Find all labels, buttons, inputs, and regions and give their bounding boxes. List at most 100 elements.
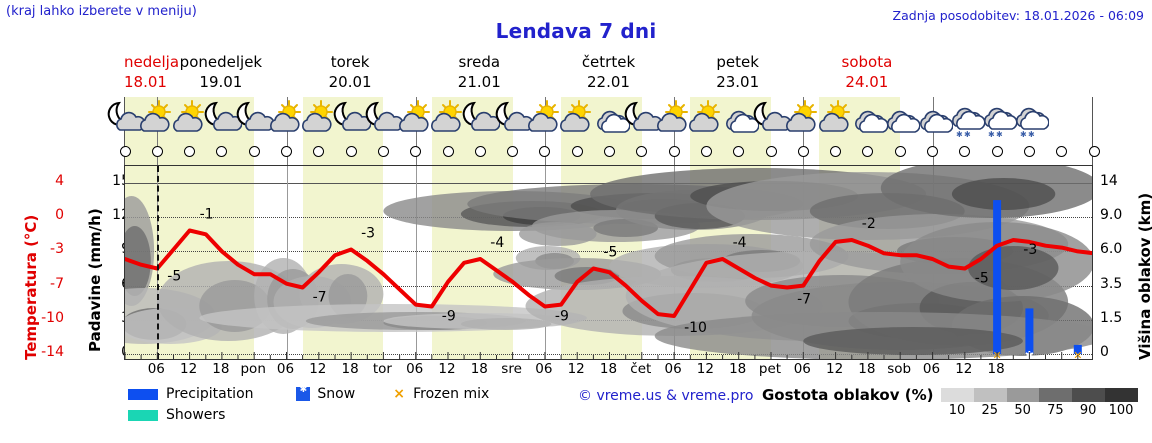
moon-phase-marker [991, 146, 1003, 157]
day-date: 21.01 [457, 73, 501, 91]
moon-phase-marker [959, 146, 971, 157]
axis-tick-label: -7 [50, 275, 64, 292]
cloud-density-title: Gostota oblakov (%) [762, 386, 934, 404]
moon-phase-marker [571, 146, 583, 157]
svg-text:-3: -3 [1023, 242, 1037, 258]
svg-text:-5: -5 [603, 245, 617, 261]
day-name: torek [330, 53, 370, 71]
svg-text:-2: -2 [862, 216, 876, 232]
moon-phase-marker [345, 146, 357, 157]
day-date: 22.01 [587, 73, 630, 91]
moon-phase-marker [281, 146, 292, 157]
day-header-ponedeljek: ponedeljek 19.01 [156, 52, 285, 92]
time-tick-12: 12 [696, 361, 714, 377]
cloud-density-colorbar [941, 388, 1138, 402]
moon-phase-marker [119, 146, 131, 157]
density-tick: 50 [1014, 403, 1031, 418]
time-tick-čet: čet [630, 361, 652, 377]
sun-cloud-icon [170, 99, 210, 143]
time-tick-12: 12 [955, 361, 973, 377]
time-tick-12: 12 [180, 361, 198, 377]
moon-cloud-icon [751, 99, 791, 143]
axis-tick-label: 3.5 [1100, 275, 1123, 292]
copyright[interactable]: © vreme.us & vreme.pro [578, 388, 754, 404]
svg-text:✱: ✱ [1028, 130, 1035, 139]
time-tick-sob: sob [887, 361, 912, 377]
axis-tick-label: 14 [1100, 173, 1118, 189]
moon-phase-marker [377, 146, 389, 157]
time-tick-18: 18 [341, 361, 359, 377]
time-tick-12: 12 [438, 361, 456, 377]
time-tick-tor: tor [372, 361, 392, 377]
moon-phase-marker [1023, 146, 1035, 157]
gridline [125, 251, 1092, 253]
moon-phase-marker [539, 146, 551, 157]
time-tick-18: 18 [470, 361, 488, 377]
day-date: 23.01 [716, 73, 760, 91]
legend-precipitation-label: Precipitation [166, 386, 254, 402]
sun-cloud-icon [525, 99, 565, 143]
cloud-density-ticks: 10 25 50 75 90 100 [941, 403, 1138, 419]
cloud-snow-icon: ✱ ✱ [1009, 99, 1050, 143]
sun-cloud-icon [396, 99, 436, 143]
svg-text:-3: -3 [361, 226, 375, 242]
day-date: 18.01 [124, 73, 167, 91]
moon-phase-marker [184, 146, 196, 157]
day-name: četrtek [581, 53, 636, 71]
time-tick-06: 06 [276, 361, 295, 377]
day-header-sreda: sreda 21.01 [415, 52, 544, 92]
moon-cloud-icon [202, 99, 242, 143]
day-header-petek: petek 23.01 [673, 52, 802, 92]
svg-text:✱: ✱ [964, 130, 971, 139]
time-tick-06: 06 [664, 361, 682, 377]
moon-cloud-icon [331, 99, 372, 143]
time-tick-12: 12 [567, 361, 585, 377]
axis-tick-label: 0 [55, 207, 64, 224]
svg-text:✱: ✱ [996, 130, 1003, 139]
sun-cloud-icon [686, 99, 726, 143]
time-tick-06: 06 [147, 361, 165, 377]
sun-cloud-icon [428, 99, 468, 143]
day-name: sreda [458, 53, 501, 71]
cloud-snow-icon: ✱ ✱ [945, 99, 985, 143]
sun-cloud-icon [783, 99, 823, 143]
legend-showers: Showers [128, 407, 225, 423]
day-separator [415, 166, 417, 359]
sun-cloud-icon [267, 99, 307, 143]
moon-cloud-icon [460, 99, 501, 143]
moon-phase-marker [1056, 146, 1068, 157]
time-axis-labels: 06 12 18 pon 06 12 18 tor 06 12 18 sre 06 12 18 čet 06 12… [124, 361, 1093, 381]
moon-phase-marker [862, 146, 874, 157]
day-name: ponedeljek [179, 53, 263, 71]
svg-text:-9: -9 [555, 309, 569, 325]
weather-icon-strip: ✱ ✱ ✱ ✱ ✱ ✱ [107, 97, 1100, 165]
density-tick: 75 [1047, 403, 1064, 418]
moon-phase-marker [442, 146, 454, 157]
current-time-line [157, 166, 160, 359]
svg-text:-4: -4 [733, 235, 747, 251]
last-updated: Zadnja posodobitev: 18.01.2026 - 06:09 [892, 8, 1144, 23]
moon-phase-marker [216, 146, 228, 157]
axis-tick-label: 1.5 [1100, 309, 1123, 326]
moon-phase-marker [733, 146, 745, 157]
density-tick: 25 [981, 403, 999, 418]
cloud-icon [590, 99, 630, 143]
time-tick-06: 06 [406, 361, 424, 377]
moon-phase-marker [636, 146, 648, 157]
day-header-torek: torek 20.01 [286, 52, 415, 92]
svg-text:-5: -5 [167, 269, 181, 285]
snow-icon [296, 385, 311, 401]
day-name: sobota [841, 53, 893, 71]
legend-precipitation: Precipitation [128, 386, 258, 402]
sun-cloud-icon [137, 99, 177, 143]
legend-snow: Snow [296, 385, 359, 402]
cloud-icon [880, 99, 921, 143]
day-header-sobota: sobota 24.01 [802, 52, 931, 92]
axis-tick-label: 0 [1100, 344, 1109, 360]
sun-cloud-icon [654, 99, 694, 143]
moon-phase-marker [474, 146, 486, 157]
moon-phase-marker [1088, 146, 1100, 157]
svg-text:-1: -1 [200, 207, 214, 223]
moon-phase-marker [894, 146, 906, 157]
svg-text:✱: ✱ [988, 130, 995, 139]
